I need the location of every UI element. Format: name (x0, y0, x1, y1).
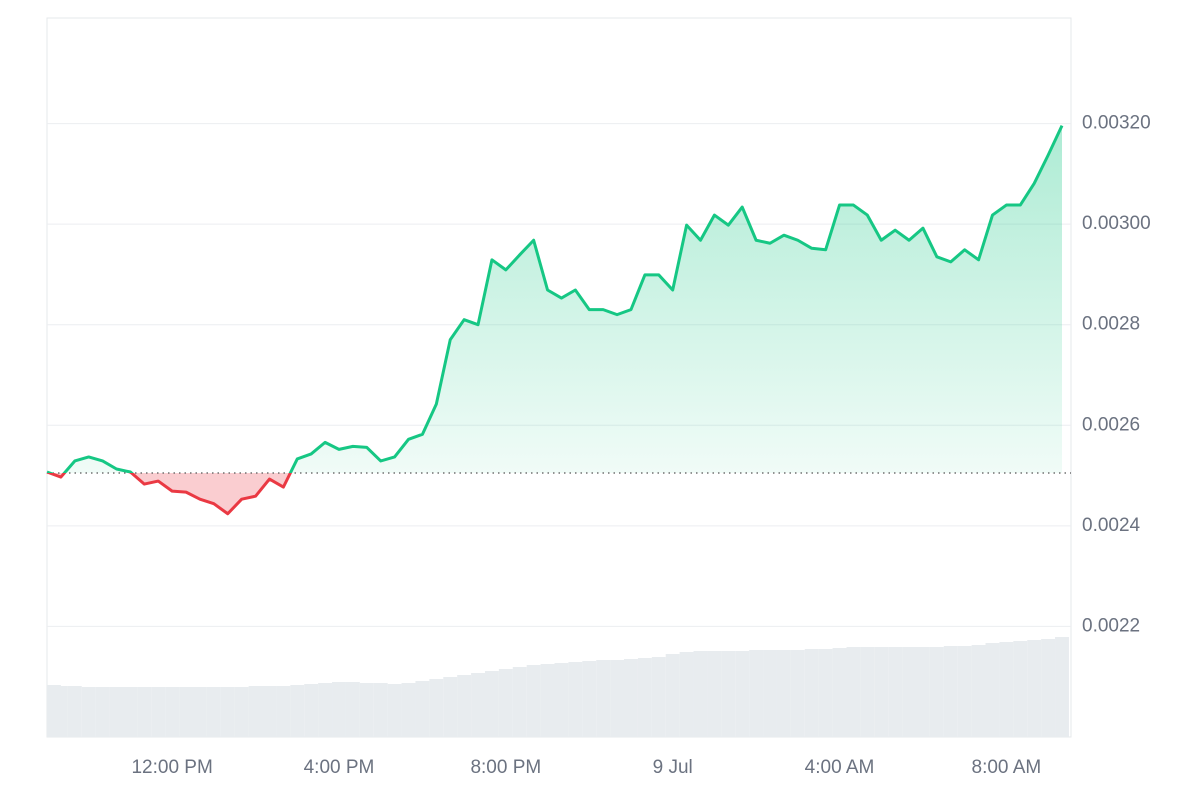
price-line (46, 124, 1064, 474)
volume-bar (359, 683, 374, 737)
volume-bar (749, 650, 764, 737)
volume-bar (67, 686, 82, 737)
volume-bar (1027, 640, 1042, 737)
volume-bar (540, 664, 555, 737)
volume-bar (471, 673, 485, 737)
volume-bar (776, 650, 791, 737)
volume-bar (415, 681, 430, 737)
area-up (47, 125, 1062, 474)
volume-bar (332, 682, 346, 737)
volume-bar (206, 687, 221, 737)
volume-bar (596, 660, 611, 737)
y-tick-label: 0.0026 (1082, 414, 1140, 435)
volume-bar (484, 671, 499, 737)
volume-bar (234, 687, 249, 737)
volume-bar (568, 662, 583, 737)
y-tick-label: 0.0024 (1082, 515, 1141, 536)
area-down (49, 473, 291, 514)
volume-bar (53, 686, 68, 737)
volume-bar (735, 651, 750, 737)
volume-bar (957, 646, 972, 737)
volume-bar (832, 648, 847, 737)
volume-bar (637, 658, 652, 737)
x-tick-label: 4:00 PM (304, 757, 375, 778)
volume-bar (679, 652, 694, 737)
volume-bar (707, 651, 722, 737)
volume-bar (721, 651, 736, 737)
volume-bar (262, 686, 277, 737)
volume-bar (860, 647, 875, 737)
price-line-below (46, 473, 292, 516)
y-tick-label: 0.0028 (1082, 314, 1140, 335)
volume-bar (818, 649, 833, 737)
volume-bar (971, 645, 986, 737)
volume-bar (443, 677, 458, 737)
volume-bar (345, 682, 360, 737)
x-tick-label: 8:00 PM (470, 757, 541, 778)
y-tick-label: 0.00320 (1082, 113, 1151, 134)
volume-bar (1041, 639, 1056, 737)
volume-bar (526, 665, 541, 737)
volume-bar (151, 687, 166, 737)
volume-bar (109, 687, 124, 737)
volume-bar (276, 686, 291, 737)
volume-bar (902, 647, 917, 737)
volume-bar (192, 687, 207, 737)
volume-bar (498, 669, 513, 737)
volume-bar (651, 657, 666, 737)
x-tick-label: 4:00 AM (805, 757, 875, 778)
volume-bar (387, 684, 402, 737)
volume-bar (165, 687, 180, 737)
volume-bar (693, 651, 708, 737)
volume-bar (318, 683, 333, 737)
volume-bar (929, 647, 944, 737)
volume-bar (874, 647, 889, 737)
x-tick-label: 8:00 AM (972, 757, 1042, 778)
volume-bar (582, 661, 597, 737)
volume-bar (248, 686, 263, 737)
y-tick-label: 0.0022 (1082, 615, 1140, 636)
volume-bar (95, 687, 110, 737)
volume-bar (763, 650, 777, 737)
volume-bar (137, 687, 152, 737)
volume-bar (665, 654, 680, 737)
volume-bar (624, 659, 638, 737)
volume-bar (304, 684, 319, 737)
volume-bar (846, 647, 861, 737)
volume-bar (1055, 637, 1069, 737)
y-tick-label: 0.00300 (1082, 213, 1151, 234)
volume-bar (790, 650, 805, 737)
volume-bar (999, 642, 1014, 737)
volume-bar (123, 687, 138, 737)
volume-bar (81, 687, 96, 737)
volume-bar (888, 647, 903, 737)
volume-bar (554, 663, 569, 737)
volume-bar (916, 647, 930, 737)
volume-bar (220, 687, 235, 737)
volume-bar (179, 687, 193, 737)
volume-bar (1013, 641, 1028, 737)
volume-bar (512, 667, 527, 737)
volume-bar (804, 649, 819, 737)
volume-bar (457, 675, 472, 737)
volume-bar (429, 679, 444, 737)
x-tick-label: 12:00 PM (131, 757, 212, 778)
volume-bar (373, 683, 388, 737)
volume-bar (401, 683, 416, 737)
volume-bar (943, 646, 958, 737)
volume-bar (985, 643, 1000, 737)
volume-bar (290, 685, 305, 737)
x-tick-label: 9 Jul (653, 757, 693, 778)
volume-bar (610, 660, 625, 737)
